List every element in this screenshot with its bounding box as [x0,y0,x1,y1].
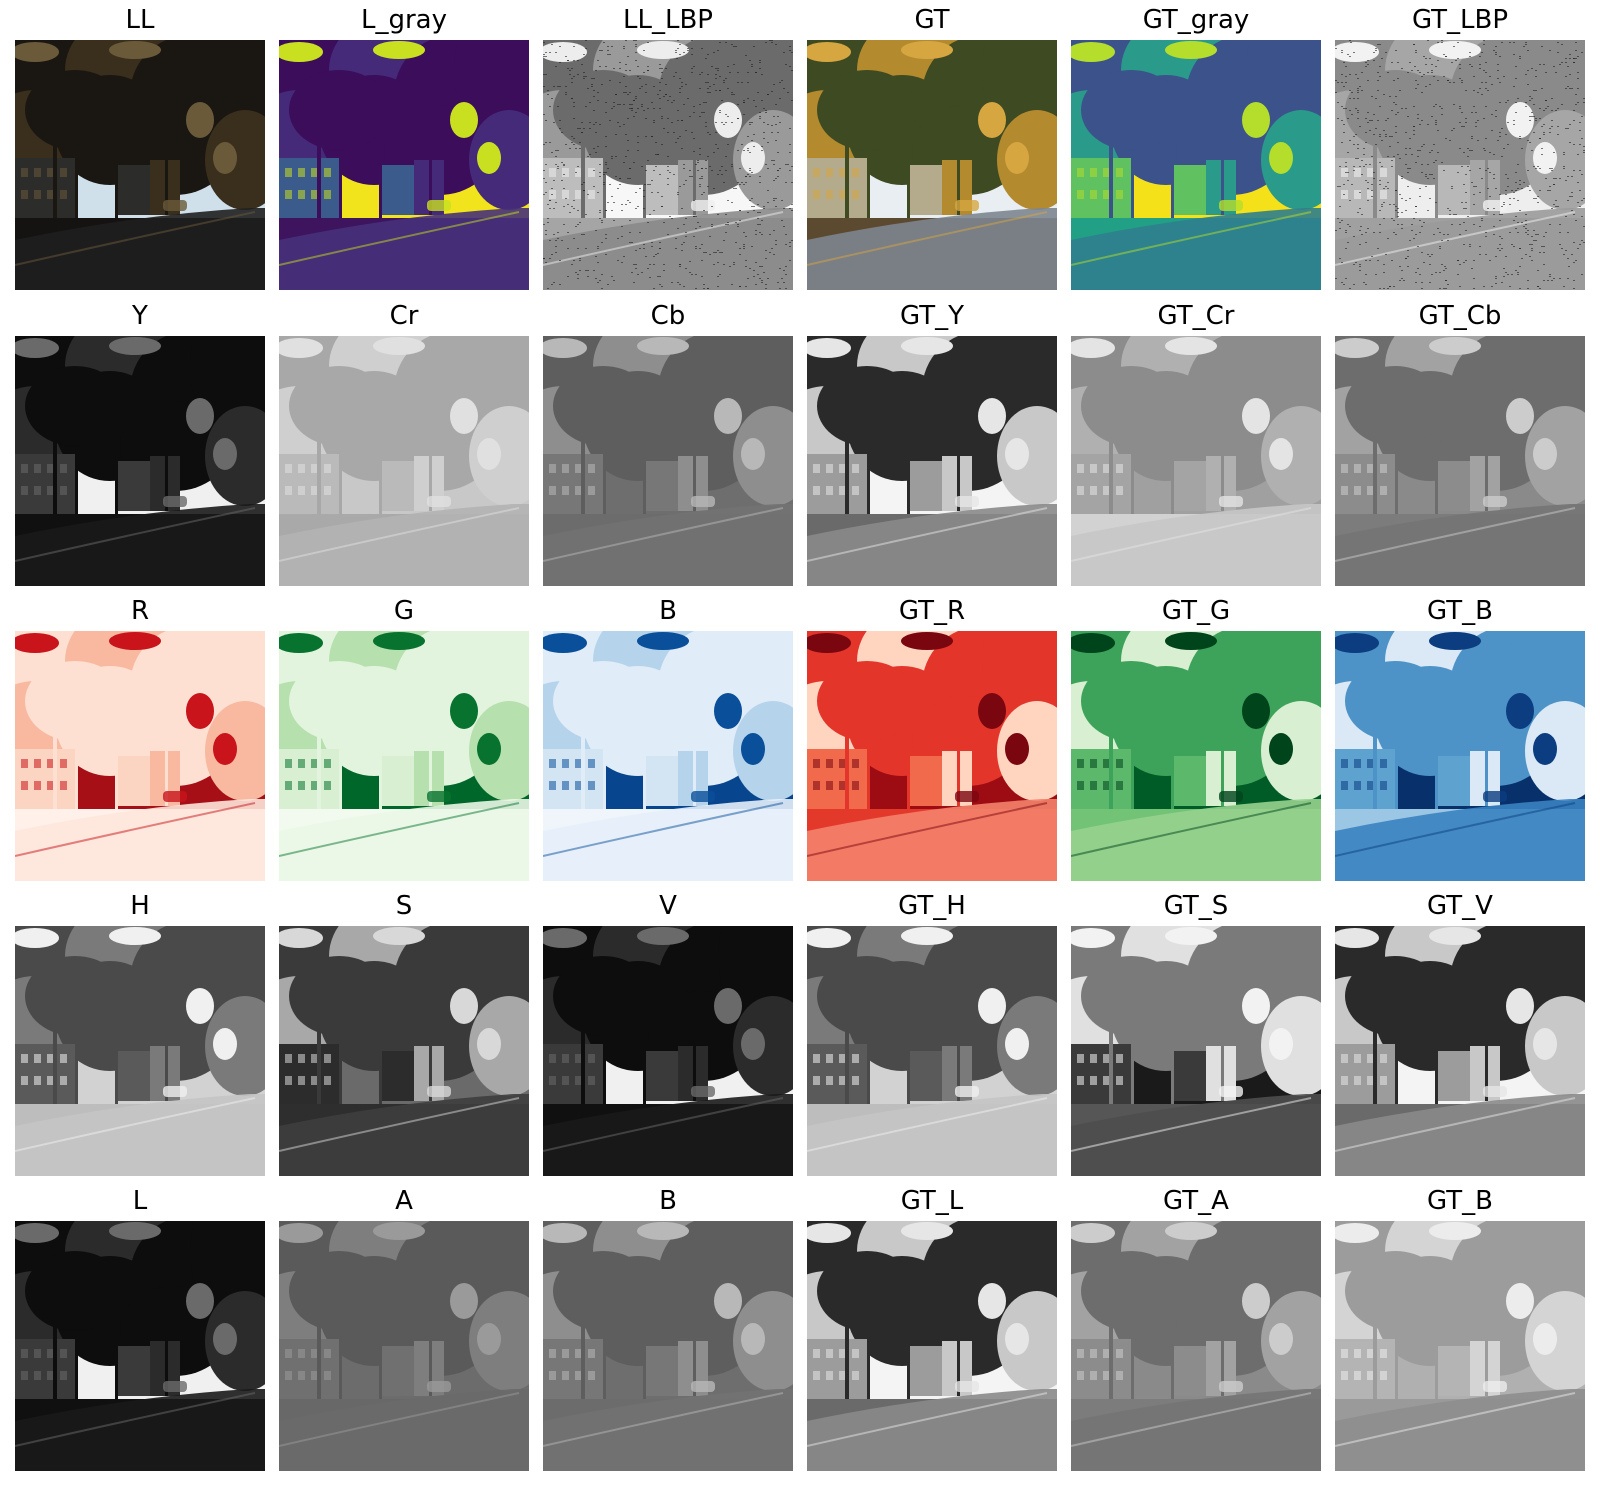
panel-image [279,40,529,290]
panel-image [807,40,1057,290]
panel-title: GT_gray [1142,5,1250,35]
panel-b: B [543,591,793,881]
panel-title: GT_L [900,1186,964,1216]
panel-title: G [393,596,415,626]
panel-title: B [659,1186,677,1216]
panel-image [807,336,1057,586]
panel-image [15,1221,265,1471]
panel-l-gray: L_gray [279,0,529,290]
panel-cr: Cr [279,296,529,586]
panel-y: Y [15,296,265,586]
panel-title: GT_Cb [1418,301,1502,331]
panel-image [15,631,265,881]
panel-title: R [130,596,150,626]
panel-image [1335,336,1585,586]
panel-gt-g: GT_G [1071,591,1321,881]
panel-cb: Cb [543,296,793,586]
panel-image [279,926,529,1176]
panel-title: GT_Y [900,301,964,331]
panel-r: R [15,591,265,881]
panel-title: GT_B [1427,596,1493,626]
panel-gt: GT [807,0,1057,290]
panel-image [1071,336,1321,586]
panel-gt-gray: GT_gray [1071,0,1321,290]
panel-gt-h: GT_H [807,886,1057,1176]
panel-ll-lbp: LL_LBP [543,0,793,290]
panel-title: GT_S [1163,891,1229,921]
panel-title: L [132,1186,148,1216]
panel-image [1071,631,1321,881]
panel-gt-y: GT_Y [807,296,1057,586]
panel-title: GT_LBP [1411,5,1509,35]
panel-image [1071,1221,1321,1471]
panel-gt-cb: GT_Cb [1335,296,1585,586]
panel-gt-b: GT_B [1335,1181,1585,1471]
panel-image [1071,926,1321,1176]
panel-g: G [279,591,529,881]
panel-gt-cr: GT_Cr [1071,296,1321,586]
panel-title: Cr [389,301,419,331]
panel-title: V [659,891,677,921]
panel-image [1335,40,1585,290]
panel-title: Cb [650,301,686,331]
panel-l: L [15,1181,265,1471]
panel-gt-s: GT_S [1071,886,1321,1176]
panel-title: Y [132,301,148,331]
panel-image [807,1221,1057,1471]
panel-title: B [659,596,677,626]
panel-title: GT_G [1161,596,1231,626]
panel-image [1071,40,1321,290]
panel-image [279,336,529,586]
panel-image [279,1221,529,1471]
panel-title: LL_LBP [623,5,713,35]
panel-gt-a: GT_A [1071,1181,1321,1471]
panel-image [279,631,529,881]
panel-title: L_gray [361,5,447,35]
panel-s: S [279,886,529,1176]
panel-gt-l: GT_L [807,1181,1057,1471]
panel-title: LL [125,5,155,35]
panel-title: GT_V [1427,891,1493,921]
panel-image [1335,1221,1585,1471]
panel-image [543,926,793,1176]
panel-b: B [543,1181,793,1471]
panel-image [807,631,1057,881]
panel-gt-lbp: GT_LBP [1335,0,1585,290]
panel-image [1335,926,1585,1176]
panel-image [543,631,793,881]
panel-title: GT_H [898,891,966,921]
panel-title: S [395,891,413,921]
panel-image [543,40,793,290]
panel-gt-r: GT_R [807,591,1057,881]
panel-image [1335,631,1585,881]
panel-h: H [15,886,265,1176]
panel-title: GT_Cr [1157,301,1235,331]
panel-ll: LL [15,0,265,290]
panel-gt-b: GT_B [1335,591,1585,881]
panel-image [543,1221,793,1471]
panel-image [15,40,265,290]
panel-image [543,336,793,586]
panel-image [807,926,1057,1176]
panel-gt-v: GT_V [1335,886,1585,1176]
panel-image [15,336,265,586]
panel-a: A [279,1181,529,1471]
panel-title: GT_A [1163,1186,1229,1216]
panel-title: GT_B [1427,1186,1493,1216]
panel-v: V [543,886,793,1176]
panel-title: H [130,891,150,921]
panel-image [15,926,265,1176]
panel-title: GT_R [898,596,966,626]
panel-title: GT [914,5,950,35]
panel-title: A [395,1186,413,1216]
